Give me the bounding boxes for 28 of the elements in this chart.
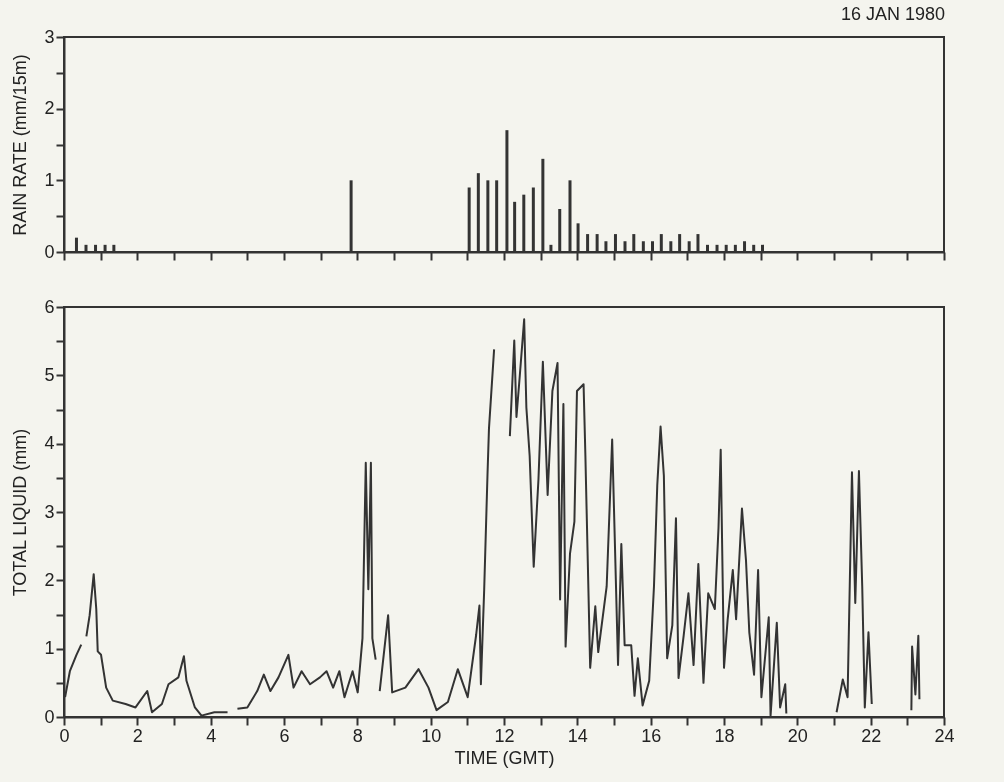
- y-tick-label: 3: [44, 501, 55, 522]
- y-tick-label: 1: [44, 169, 55, 190]
- x-tick-label: 12: [494, 725, 515, 746]
- y-tick-label: 0: [44, 241, 55, 262]
- x-tick-label: 0: [59, 725, 70, 746]
- y-axis-title: TOTAL LIQUID (mm): [10, 428, 31, 597]
- x-tick-label: 6: [279, 725, 290, 746]
- x-tick-label: 18: [714, 725, 735, 746]
- chart-title: 16 JAN 1980: [840, 4, 945, 24]
- x-tick-label: 22: [861, 725, 882, 746]
- x-tick-label: 10: [421, 725, 442, 746]
- x-tick-label: 24: [934, 725, 955, 746]
- x-axis-title: TIME (GMT): [454, 747, 555, 768]
- x-tick-label: 16: [641, 725, 662, 746]
- y-tick-label: 5: [44, 364, 55, 385]
- x-tick-label: 20: [787, 725, 808, 746]
- x-tick-label: 2: [132, 725, 143, 746]
- y-axis-title: RAIN RATE (mm/15m): [10, 54, 31, 236]
- x-tick-label: 8: [352, 725, 363, 746]
- y-tick-label: 0: [44, 706, 55, 727]
- y-tick-label: 4: [44, 433, 55, 454]
- y-tick-label: 6: [44, 296, 55, 317]
- y-tick-label: 2: [44, 98, 55, 119]
- y-tick-label: 1: [44, 638, 55, 659]
- y-tick-label: 2: [44, 569, 55, 590]
- y-tick-label: 3: [44, 26, 55, 47]
- x-tick-label: 14: [567, 725, 588, 746]
- x-tick-label: 4: [206, 725, 217, 746]
